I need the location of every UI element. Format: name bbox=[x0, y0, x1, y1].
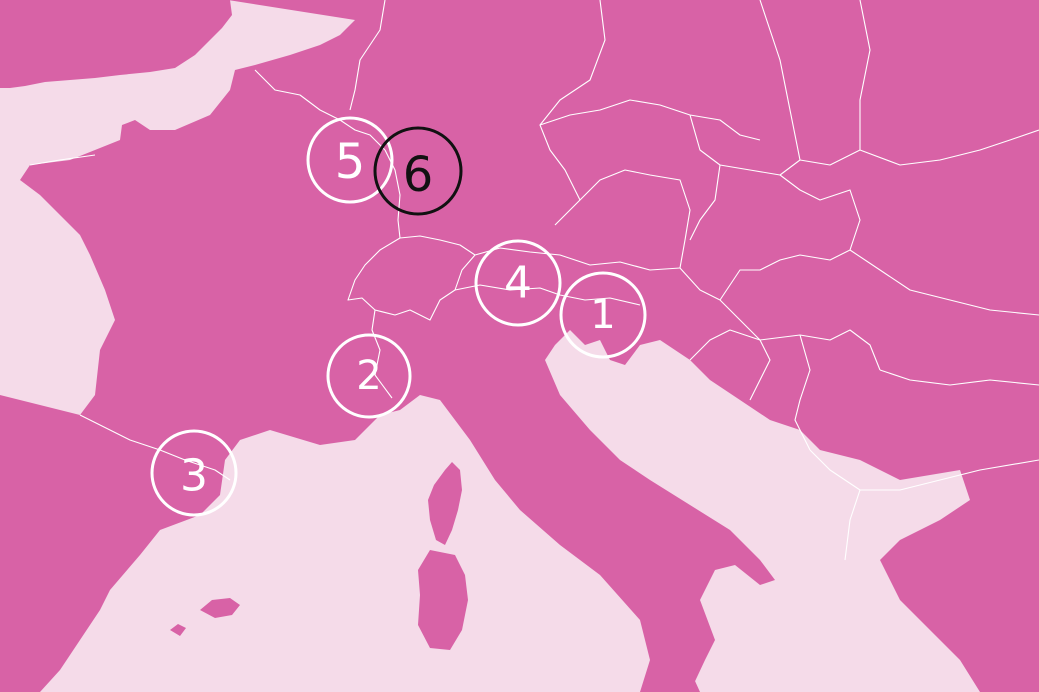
marker-3[interactable]: 3 bbox=[150, 429, 238, 517]
sardinia bbox=[418, 550, 468, 650]
marker-2[interactable]: 2 bbox=[326, 333, 412, 419]
marker-2-label: 2 bbox=[356, 353, 381, 399]
balearic-islands bbox=[170, 598, 240, 636]
marker-group: 1 2 3 4 5 6 bbox=[150, 116, 647, 517]
marker-3-label: 3 bbox=[180, 451, 208, 502]
marker-4-label: 4 bbox=[504, 258, 532, 309]
marker-6[interactable]: 6 bbox=[373, 126, 463, 216]
marker-6-label: 6 bbox=[403, 147, 434, 203]
marker-5[interactable]: 5 bbox=[306, 116, 394, 204]
britain bbox=[0, 0, 232, 88]
country-borders bbox=[29, 0, 1039, 561]
marker-5-label: 5 bbox=[335, 134, 366, 190]
marker-1-label: 1 bbox=[590, 292, 615, 338]
sicily bbox=[640, 670, 700, 692]
corsica bbox=[428, 462, 462, 545]
marker-4[interactable]: 4 bbox=[474, 239, 562, 327]
marker-1[interactable]: 1 bbox=[559, 271, 647, 359]
